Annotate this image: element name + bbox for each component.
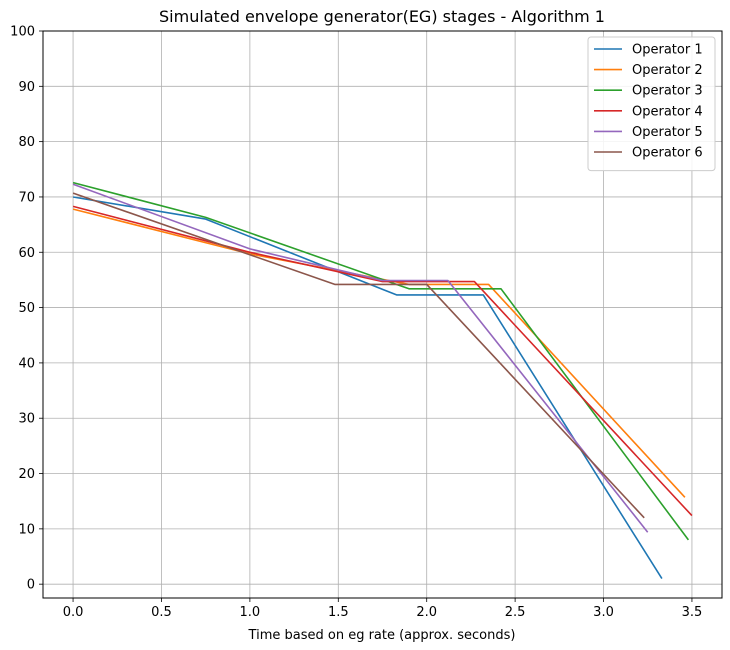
legend-entry-label: Operator 1 [632,43,703,58]
y-tick-label: 0 [27,578,35,593]
x-axis: 0.0 0.5 1.0 1.5 2.0 2.5 3.0 3.5 [63,598,703,620]
legend-entry-label: Operator 4 [632,104,703,119]
y-axis: 0 10 20 30 40 50 60 70 80 90 100 [10,25,43,593]
x-tick-label: 3.0 [593,605,614,620]
x-axis-label: Time based on eg rate (approx. seconds) [248,628,516,643]
y-tick-label: 100 [10,25,35,40]
series-line-operator-4 [72,205,693,517]
legend-entry-label: Operator 2 [632,63,703,78]
x-tick-label: 0.0 [63,605,84,620]
y-tick-label: 30 [18,412,35,427]
y-tick-label: 60 [18,246,35,261]
grid [43,30,722,598]
y-tick-label: 50 [18,301,35,316]
legend-entry-label: Operator 6 [632,146,703,161]
series-lines [72,181,693,580]
x-tick-label: 1.5 [328,605,349,620]
chart-title: Simulated envelope generator(EG) stages … [159,7,605,26]
x-tick-label: 0.5 [151,605,172,620]
y-tick-label: 70 [18,190,35,205]
plot-frame [42,30,723,599]
x-tick-label: 2.5 [505,605,526,620]
series-line-operator-6 [72,192,645,519]
y-tick-label: 40 [18,356,35,371]
series-line-operator-5 [72,183,649,533]
x-tick-label: 3.5 [682,605,703,620]
x-tick-label: 2.0 [416,605,437,620]
y-tick-label: 20 [18,467,35,482]
legend: Operator 1 Operator 2 Operator 3 Operator 4… [587,36,716,172]
series-line-operator-1 [72,196,663,580]
x-tick-label: 1.0 [240,605,261,620]
y-tick-label: 90 [18,80,35,95]
legend-box [587,36,716,172]
legend-entry-label: Operator 3 [632,84,703,99]
y-tick-label: 10 [18,522,35,537]
series-line-operator-3 [72,181,690,541]
y-tick-label: 80 [18,135,35,150]
legend-entry-label: Operator 5 [632,125,703,140]
